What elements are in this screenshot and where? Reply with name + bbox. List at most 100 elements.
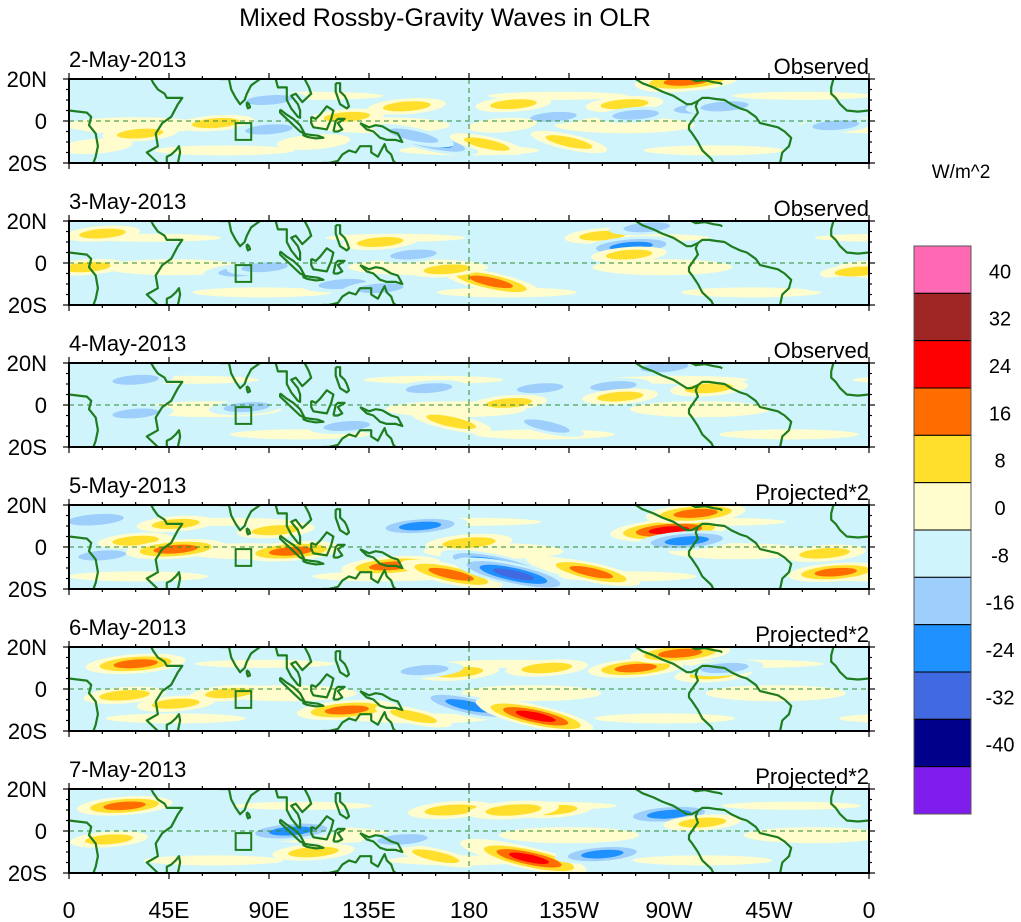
negative-anomaly <box>361 830 444 849</box>
coastline <box>334 650 351 678</box>
negative-anomaly <box>385 661 464 679</box>
contour-fill <box>516 383 564 394</box>
contour-fill <box>245 95 293 105</box>
contour-fill <box>400 665 449 676</box>
y-tick-label: 20N <box>7 493 47 518</box>
coastline <box>359 548 404 570</box>
x-tick-label: 45E <box>149 897 190 922</box>
coastline <box>279 108 306 135</box>
coastline <box>274 79 313 119</box>
positive-anomaly <box>530 130 608 154</box>
negative-anomaly <box>372 516 468 536</box>
x-tick-label: 90W <box>645 897 693 922</box>
positive-anomaly <box>69 138 133 155</box>
coastline <box>635 79 699 106</box>
region-box <box>234 832 253 851</box>
coastline <box>220 221 261 248</box>
contour-fill <box>463 137 510 151</box>
coastlines <box>69 363 869 447</box>
coastline <box>310 673 335 699</box>
coastline <box>359 406 404 428</box>
coastline <box>359 264 404 286</box>
contour-fill <box>640 363 689 373</box>
coastline <box>690 789 723 796</box>
coastline <box>165 429 182 447</box>
contour-fill <box>469 275 513 289</box>
coastline <box>145 505 184 589</box>
contour-fill <box>834 266 869 277</box>
colorbar-swatch <box>913 576 972 626</box>
contour-fill <box>423 264 471 275</box>
coastline <box>359 122 404 144</box>
contour-fill <box>323 111 371 122</box>
positive-anomaly <box>375 705 452 728</box>
contour-fill <box>596 391 644 402</box>
y-tick-label: 0 <box>35 677 47 702</box>
coastline <box>635 363 699 390</box>
coastline <box>697 664 793 731</box>
colorbar-swatch <box>913 434 972 484</box>
positive-anomaly <box>276 134 351 150</box>
y-tick-label: 0 <box>35 109 47 134</box>
contour-fill <box>388 128 439 143</box>
contour-fill <box>143 855 284 866</box>
x-tick-label: 90E <box>249 897 290 922</box>
positive-anomaly <box>342 233 418 251</box>
positive-anomaly <box>582 388 658 405</box>
contour-fill <box>69 138 133 155</box>
coastline <box>697 96 793 163</box>
contour-fill <box>523 419 570 433</box>
coastline <box>279 676 306 703</box>
coastline <box>830 221 869 255</box>
positive-anomaly <box>76 795 173 816</box>
coastline <box>302 416 325 424</box>
contour-fill <box>194 659 335 668</box>
coastline <box>635 789 699 816</box>
contour-fill <box>389 709 437 724</box>
region-box <box>234 264 253 283</box>
contour-fill <box>600 99 649 110</box>
colorbar-units-label: W/m^2 <box>932 162 991 183</box>
coastline <box>302 700 325 708</box>
coastline <box>220 79 261 106</box>
contour-fill <box>356 283 404 294</box>
coastline <box>69 535 99 589</box>
positive-anomaly <box>272 843 355 861</box>
contour-fill <box>673 508 718 518</box>
colorbar-frame <box>913 245 972 815</box>
coastline <box>145 221 184 305</box>
contour-fill <box>581 849 624 859</box>
coastline <box>697 522 793 589</box>
positive-anomaly <box>410 410 492 434</box>
map-panel: 20N 0 20S 7-May-2013 Projected*2 <box>7 757 875 886</box>
contour-fill <box>799 547 850 559</box>
negative-anomaly <box>69 510 142 530</box>
contour-fill <box>732 91 869 100</box>
contour-fill <box>630 401 771 418</box>
coastline <box>274 221 313 261</box>
negative-anomaly <box>226 259 303 276</box>
contour-fill <box>405 383 453 394</box>
coastline <box>165 855 182 873</box>
coastline <box>697 238 793 305</box>
region-box <box>234 406 253 425</box>
negative-anomaly <box>801 276 869 292</box>
y-tick-label: 20N <box>7 635 47 660</box>
positive-anomaly <box>471 841 587 873</box>
colorbar-swatch <box>913 387 972 436</box>
y-tick-label: 20S <box>8 151 47 176</box>
contour-fill <box>424 804 478 816</box>
coastline <box>302 842 325 850</box>
contour-fill <box>590 381 637 392</box>
colorbar-level-label: -16 <box>986 593 1015 615</box>
contour-fill <box>719 429 859 440</box>
coastlines <box>69 789 869 873</box>
coastline <box>245 385 252 394</box>
coastline <box>69 819 99 873</box>
negative-anomaly <box>230 121 308 138</box>
contour-fill <box>69 262 111 273</box>
positive-anomaly <box>241 541 342 562</box>
coastline <box>322 427 397 447</box>
region-box <box>234 690 253 709</box>
coastline <box>274 789 313 829</box>
